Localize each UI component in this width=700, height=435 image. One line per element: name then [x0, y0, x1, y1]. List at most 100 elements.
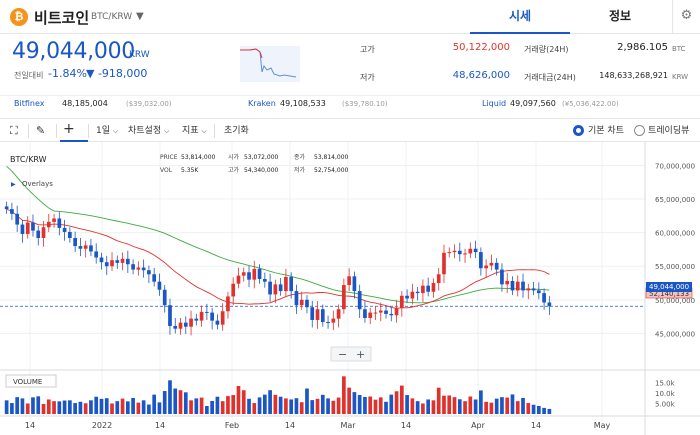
candle-body: [78, 246, 83, 249]
candle-body: [457, 250, 462, 255]
candle-body: [157, 281, 162, 290]
zoom-out-button[interactable]: −: [338, 348, 347, 361]
volume-bar: [347, 387, 351, 414]
volume-bar: [463, 401, 467, 414]
play-icon[interactable]: ▶: [11, 181, 16, 188]
ma-short-line: [6, 208, 550, 309]
volume-bar: [189, 400, 193, 414]
ohlc-vol-label: VOL: [160, 167, 173, 174]
exchange-price: 48,185,004: [62, 99, 108, 108]
candle-body: [436, 274, 441, 284]
candle-body: [68, 231, 72, 238]
volume-bar: [452, 397, 457, 414]
basic-chart-radio[interactable]: [573, 125, 584, 136]
volume-bar: [168, 380, 172, 414]
candle-body: [62, 227, 67, 232]
candle-body: [136, 267, 141, 270]
candle-body: [125, 258, 130, 265]
volume-bar: [315, 398, 320, 414]
chart-symbol: BTC/KRW: [10, 155, 47, 164]
candle-body: [20, 224, 25, 234]
exchange-name[interactable]: Liquid: [482, 99, 507, 108]
volume-bar: [205, 406, 209, 414]
volume-bar: [526, 403, 531, 414]
volume-bar: [294, 398, 299, 414]
reset-button[interactable]: 초기화: [224, 126, 249, 136]
ohlc-close-label: 종가: [294, 153, 306, 161]
candle-body: [31, 222, 35, 231]
tradingview-radio[interactable]: [634, 125, 645, 136]
chevron-down-icon: ⌵: [112, 127, 119, 135]
ohlc-low-label: 저가: [294, 166, 306, 174]
chevron-down-icon[interactable]: ▼: [136, 11, 144, 22]
basic-chart-label[interactable]: 기본 차트: [588, 126, 624, 136]
coin-pair[interactable]: BTC/KRW: [91, 12, 133, 22]
candle-body: [89, 245, 93, 252]
price-chart[interactable]: 70,000,000 65,000,000 60,000,000 55,000,000…: [0, 142, 700, 435]
candle-body: [25, 222, 30, 234]
candle-body: [505, 281, 510, 285]
candle-body: [10, 209, 14, 214]
volume-bar: [41, 403, 46, 414]
price-axis-tick: 60,000,000: [655, 230, 695, 238]
ohlc-open-label: 시가: [228, 153, 240, 161]
crosshair-icon[interactable]: +: [63, 121, 75, 137]
volume-bar: [157, 402, 162, 414]
volume-bar: [241, 390, 246, 414]
chart-settings-select[interactable]: 차트설정 ⌵: [128, 122, 169, 140]
price-axis-tick: 55,000,000: [655, 263, 695, 271]
candle-body: [131, 264, 135, 270]
zoom-in-button[interactable]: +: [356, 348, 365, 361]
candle-body: [57, 218, 62, 228]
chart-settings-label: 차트설정: [128, 126, 162, 136]
volume-bar: [147, 404, 151, 414]
indicators-select[interactable]: 지표 ⌵: [182, 122, 207, 140]
ma-long-line: [6, 165, 550, 304]
volume-bar: [547, 408, 552, 414]
candle-body: [342, 285, 346, 310]
volume-bar: [10, 403, 14, 414]
volume-bar: [436, 387, 441, 414]
candle-body: [378, 310, 383, 313]
price-unit: KRW: [129, 50, 150, 60]
interval-select[interactable]: 1일 ⌵: [96, 122, 118, 140]
candle-body: [399, 295, 404, 308]
candle-body: [310, 307, 315, 320]
volume-bar: [542, 407, 546, 414]
exchange-name[interactable]: Kraken: [248, 99, 276, 108]
overlays-toggle[interactable]: Overlays: [22, 180, 53, 188]
volume-bar: [484, 401, 488, 414]
tab-market[interactable]: 시세: [470, 0, 570, 34]
tradingview-label[interactable]: 트레이딩뷰: [648, 126, 690, 136]
candle-body: [268, 281, 272, 295]
volume-bar: [473, 399, 478, 414]
pencil-icon[interactable]: ✎: [36, 124, 46, 137]
price-tag-value: 49,044,000: [649, 283, 689, 291]
volume-bar: [494, 398, 499, 414]
zoom-controls: [330, 346, 372, 362]
volume-bar: [104, 398, 109, 414]
candle-body: [357, 291, 362, 310]
tab-info[interactable]: 정보: [608, 9, 632, 23]
volume-bar: [173, 388, 178, 414]
gear-icon[interactable]: ⚙: [672, 0, 700, 34]
candle-body: [205, 311, 209, 313]
exchange-price: 49,097,560: [510, 99, 556, 108]
candle-body: [36, 230, 41, 238]
price-sparkline: [240, 46, 300, 82]
volume-axis-tick: 5.00k: [655, 400, 676, 408]
coin-name[interactable]: 비트코인: [34, 9, 90, 27]
fullscreen-icon[interactable]: ⛶: [10, 124, 18, 137]
exchange-name[interactable]: Bitfinex: [14, 99, 45, 108]
ma-tag-value: 52,140,133: [649, 290, 689, 298]
ohlc-low: 52,754,000: [314, 167, 349, 174]
volume-bar: [262, 394, 267, 414]
volume-bar: [320, 394, 325, 414]
volume-bar: [368, 396, 373, 414]
candle-body: [262, 278, 267, 282]
candle-body: [120, 258, 125, 263]
volume-bar: [457, 399, 462, 414]
candle-body: [194, 318, 199, 321]
candle-body: [542, 293, 546, 303]
volume-axis-tick: 10.0k: [655, 390, 676, 398]
